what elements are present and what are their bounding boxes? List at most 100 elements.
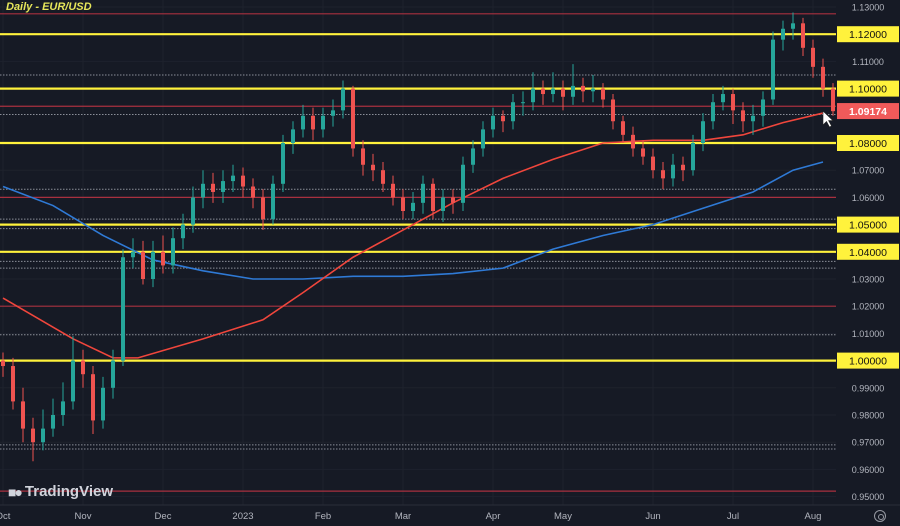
price-tick-label: 1.12000 [849, 29, 887, 41]
candle-body [261, 197, 265, 220]
time-tick-label: Jun [645, 511, 660, 522]
candle-body [381, 170, 385, 184]
time-axis[interactable] [0, 505, 900, 526]
candles [1, 12, 835, 462]
candle-body [191, 197, 195, 225]
price-tick-label: 1.02000 [852, 302, 885, 312]
candle-body [71, 360, 75, 402]
candle-body [411, 202, 415, 211]
candle-body [341, 88, 345, 111]
candle-body [431, 183, 435, 211]
branding-text: TradingView [24, 483, 114, 500]
candle-body [171, 238, 175, 266]
tradingview-logo: ■● TradingView [8, 483, 113, 500]
candle-body [91, 374, 95, 421]
candle-body [611, 99, 615, 122]
moving-averages [2, 112, 824, 359]
candle-body [1, 360, 5, 367]
candle-body [401, 197, 405, 211]
price-tick-label: 1.03000 [852, 275, 885, 285]
candle-body [251, 186, 255, 198]
candle-body [321, 115, 325, 130]
candle-body [501, 115, 505, 122]
candle-body [301, 115, 305, 130]
moving-average-red [2, 112, 824, 359]
candle-body [161, 251, 165, 266]
candle-body [131, 251, 135, 258]
candle-body [461, 164, 465, 203]
candle-body [721, 94, 725, 103]
candle-body [761, 99, 765, 116]
price-level-badge [837, 216, 899, 233]
candle-body [271, 183, 275, 220]
candle-body [331, 110, 335, 116]
candle-body [181, 224, 185, 239]
candle-body [681, 164, 685, 171]
price-tick-label: 1.07000 [852, 166, 885, 176]
candle-body [511, 102, 515, 122]
candle-body [21, 401, 25, 429]
time-tick-label: May [554, 511, 572, 522]
candle-body [391, 183, 395, 198]
price-level-badge [837, 243, 899, 260]
candle-body [711, 102, 715, 122]
settings-gear-icon[interactable] [874, 510, 886, 522]
candle-body [491, 115, 495, 130]
candle-body [561, 88, 565, 97]
price-tick-label: 1.04000 [849, 247, 887, 259]
price-tick-label: 1.11000 [852, 57, 884, 67]
candle-body [661, 170, 665, 179]
candle-body [551, 88, 555, 95]
candle-body [671, 164, 675, 179]
candle-body [591, 88, 595, 92]
price-tick-label: 1.08000 [849, 138, 887, 150]
candle-body [701, 121, 705, 143]
candle-body [241, 175, 245, 187]
price-tick-label: 1.00000 [849, 356, 887, 368]
candle-body [421, 183, 425, 203]
candle-body [751, 115, 755, 122]
candle-body [111, 360, 115, 388]
time-tick-label: Nov [75, 511, 92, 522]
candle-body [601, 88, 605, 100]
time-tick-label: 2023 [232, 511, 253, 522]
candle-body [641, 148, 645, 157]
time-tick-label: Oct [0, 511, 11, 522]
tradingview-logo-icon: ■● [8, 483, 23, 500]
candle-body [51, 415, 55, 429]
candle-body [441, 197, 445, 211]
candle-body [481, 129, 485, 149]
candle-body [621, 121, 625, 135]
last-price-badge [837, 103, 899, 120]
price-level-badge [837, 80, 899, 97]
cursor-arrow-icon [822, 110, 834, 128]
candle-body [581, 85, 585, 92]
candle-body [541, 88, 545, 95]
time-tick-label: Feb [315, 511, 331, 522]
time-tick-label: Mar [395, 511, 411, 522]
candle-body [371, 164, 375, 171]
candle-body [691, 143, 695, 171]
price-axis-labels: 1.13000 1.12000 1.11000 1.10000 1.08000 1.070… [837, 3, 899, 502]
time-tick-label: Jul [727, 511, 739, 522]
time-axis-labels: Oct Nov Dec 2023 Feb Mar Apr May Jun Jul Aug [0, 511, 821, 522]
candle-body [41, 428, 45, 443]
price-tick-label: 0.98000 [852, 411, 885, 421]
candle-body [151, 251, 155, 279]
candle-body [811, 47, 815, 67]
price-tick-label: 1.13000 [852, 3, 885, 13]
candle-body [801, 23, 805, 48]
candle-body [781, 28, 785, 40]
candle-body [81, 360, 85, 375]
price-level-badge [837, 26, 899, 43]
candle-body [141, 251, 145, 279]
candle-body [651, 156, 655, 171]
last-price-label: 1.09174 [849, 106, 887, 118]
time-tick-label: Dec [155, 511, 172, 522]
candle-body [821, 66, 825, 89]
price-level-badge [837, 352, 899, 369]
candle-body [101, 387, 105, 421]
candle-body [831, 88, 835, 112]
price-tick-label: 0.99000 [852, 383, 885, 393]
